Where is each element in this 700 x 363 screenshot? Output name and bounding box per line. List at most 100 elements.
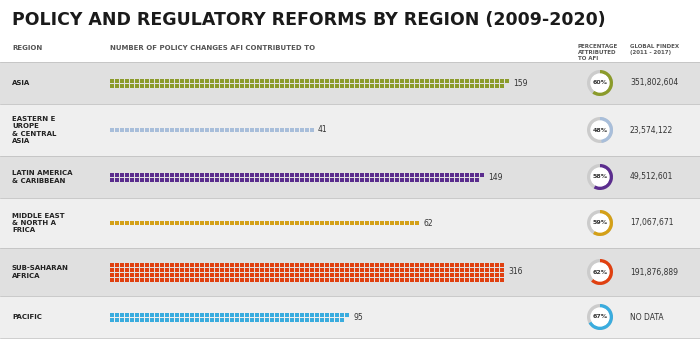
FancyBboxPatch shape [255,277,259,281]
FancyBboxPatch shape [165,83,169,87]
FancyBboxPatch shape [325,78,329,82]
FancyBboxPatch shape [285,78,289,82]
FancyBboxPatch shape [200,273,204,277]
FancyBboxPatch shape [405,262,409,266]
FancyBboxPatch shape [185,313,189,317]
FancyBboxPatch shape [385,172,389,176]
FancyBboxPatch shape [345,277,349,281]
FancyBboxPatch shape [310,83,314,87]
FancyBboxPatch shape [465,172,469,176]
FancyBboxPatch shape [355,268,359,272]
FancyBboxPatch shape [150,172,154,176]
FancyBboxPatch shape [260,221,264,225]
FancyBboxPatch shape [275,128,279,132]
FancyBboxPatch shape [340,83,344,87]
FancyBboxPatch shape [265,172,269,176]
FancyBboxPatch shape [370,273,374,277]
FancyBboxPatch shape [185,318,189,322]
FancyBboxPatch shape [345,178,349,182]
FancyBboxPatch shape [325,318,329,322]
Wedge shape [591,259,613,285]
FancyBboxPatch shape [250,83,254,87]
FancyBboxPatch shape [495,268,499,272]
FancyBboxPatch shape [165,178,169,182]
FancyBboxPatch shape [155,318,159,322]
FancyBboxPatch shape [145,262,149,266]
FancyBboxPatch shape [490,78,494,82]
FancyBboxPatch shape [280,277,284,281]
FancyBboxPatch shape [185,277,189,281]
FancyBboxPatch shape [130,221,134,225]
FancyBboxPatch shape [220,172,224,176]
FancyBboxPatch shape [215,172,219,176]
FancyBboxPatch shape [305,273,309,277]
FancyBboxPatch shape [200,172,204,176]
FancyBboxPatch shape [360,277,364,281]
FancyBboxPatch shape [130,78,134,82]
FancyBboxPatch shape [455,172,459,176]
FancyBboxPatch shape [290,83,294,87]
FancyBboxPatch shape [165,172,169,176]
Text: GLOBAL FINDEX
(2011 - 2017): GLOBAL FINDEX (2011 - 2017) [630,44,679,55]
FancyBboxPatch shape [450,83,454,87]
FancyBboxPatch shape [260,262,264,266]
FancyBboxPatch shape [270,221,274,225]
FancyBboxPatch shape [440,172,444,176]
FancyBboxPatch shape [260,273,264,277]
FancyBboxPatch shape [215,273,219,277]
FancyBboxPatch shape [410,221,414,225]
FancyBboxPatch shape [135,172,139,176]
FancyBboxPatch shape [130,178,134,182]
FancyBboxPatch shape [290,268,294,272]
FancyBboxPatch shape [415,262,419,266]
FancyBboxPatch shape [360,262,364,266]
FancyBboxPatch shape [475,83,479,87]
FancyBboxPatch shape [200,78,204,82]
FancyBboxPatch shape [440,268,444,272]
Text: 159: 159 [513,78,528,87]
FancyBboxPatch shape [120,277,124,281]
FancyBboxPatch shape [0,62,700,104]
FancyBboxPatch shape [235,273,239,277]
FancyBboxPatch shape [465,83,469,87]
FancyBboxPatch shape [200,178,204,182]
FancyBboxPatch shape [245,172,249,176]
FancyBboxPatch shape [260,128,264,132]
FancyBboxPatch shape [390,78,394,82]
FancyBboxPatch shape [135,78,139,82]
FancyBboxPatch shape [420,78,424,82]
FancyBboxPatch shape [445,277,449,281]
FancyBboxPatch shape [165,318,169,322]
Text: LATIN AMERICA
& CARIBBEAN: LATIN AMERICA & CARIBBEAN [12,170,73,184]
FancyBboxPatch shape [495,273,499,277]
FancyBboxPatch shape [240,172,244,176]
FancyBboxPatch shape [300,178,304,182]
FancyBboxPatch shape [295,262,299,266]
FancyBboxPatch shape [160,221,164,225]
FancyBboxPatch shape [290,313,294,317]
FancyBboxPatch shape [370,268,374,272]
FancyBboxPatch shape [355,83,359,87]
FancyBboxPatch shape [340,273,344,277]
FancyBboxPatch shape [210,221,214,225]
FancyBboxPatch shape [120,313,124,317]
Text: ASIA: ASIA [12,80,30,86]
FancyBboxPatch shape [165,268,169,272]
FancyBboxPatch shape [455,268,459,272]
FancyBboxPatch shape [240,313,244,317]
FancyBboxPatch shape [450,277,454,281]
FancyBboxPatch shape [140,78,144,82]
Text: PACIFIC: PACIFIC [12,314,42,320]
FancyBboxPatch shape [435,178,439,182]
FancyBboxPatch shape [300,78,304,82]
FancyBboxPatch shape [340,172,344,176]
FancyBboxPatch shape [215,178,219,182]
FancyBboxPatch shape [430,78,434,82]
FancyBboxPatch shape [285,273,289,277]
FancyBboxPatch shape [385,178,389,182]
Text: PERCENTAGE
ATTRIBUTED
TO AFI: PERCENTAGE ATTRIBUTED TO AFI [578,44,618,61]
FancyBboxPatch shape [465,262,469,266]
FancyBboxPatch shape [410,277,414,281]
FancyBboxPatch shape [315,318,319,322]
FancyBboxPatch shape [125,83,129,87]
